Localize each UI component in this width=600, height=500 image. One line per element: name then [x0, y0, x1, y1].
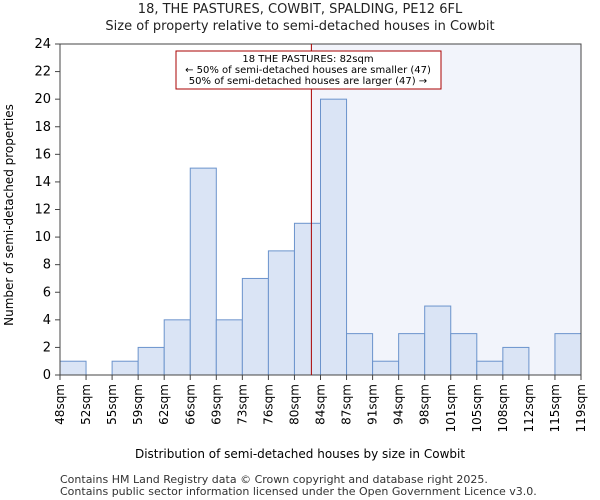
x-tick-label: 115sqm: [548, 384, 562, 432]
bar-115sqm: [554, 333, 582, 376]
x-tick-label: 119sqm: [574, 384, 588, 432]
y-tick-label: 18: [34, 120, 51, 135]
bar-108sqm: [502, 346, 530, 376]
x-tick-label: 59sqm: [131, 384, 145, 425]
footer-copyright: Contains HM Land Registry data © Crown c…: [60, 473, 488, 486]
bar-98sqm: [424, 305, 452, 376]
annotation-rect: [175, 50, 442, 90]
x-tick-label: 66sqm: [183, 384, 197, 425]
x-tick-label: 101sqm: [444, 384, 458, 432]
bar-80sqm: [293, 222, 322, 376]
y-tick-label: 8: [43, 258, 51, 273]
x-tick-label: 52sqm: [79, 384, 93, 425]
chart-subtitle: Size of property relative to semi-detach…: [105, 19, 495, 34]
y-tick-label: 14: [34, 175, 51, 190]
bar-84sqm: [320, 98, 348, 376]
bar-105sqm: [476, 360, 504, 376]
y-tick-label: 6: [43, 285, 51, 300]
x-tick-label: 98sqm: [418, 384, 432, 425]
bar-59sqm: [137, 346, 165, 376]
x-tick-label: 73sqm: [235, 384, 249, 425]
x-tick-label: 69sqm: [209, 384, 223, 425]
chart-title: 18, THE PASTURES, COWBIT, SPALDING, PE12…: [137, 2, 463, 17]
annotation-line-2: ← 50% of semi-detached houses are smalle…: [185, 65, 431, 76]
x-tick-label: 108sqm: [496, 384, 510, 432]
bar-76sqm: [267, 250, 295, 376]
x-tick-label: 112sqm: [522, 384, 536, 432]
bar-87sqm: [346, 333, 374, 376]
bar-62sqm: [163, 319, 191, 376]
x-tick-label: 87sqm: [340, 384, 354, 425]
y-tick-label: 4: [43, 313, 51, 328]
y-tick-label: 22: [34, 65, 51, 80]
x-axis: 48sqm 52sqm 55sqm 59sqm 62sqm 66sqm 69sqm 73sqm…: [53, 375, 588, 432]
bar-69sqm: [215, 319, 243, 376]
x-tick-label: 84sqm: [314, 384, 328, 425]
y-tick-label: 12: [34, 203, 51, 218]
x-tick-label: 80sqm: [287, 384, 301, 425]
x-tick-label: 62sqm: [157, 384, 171, 425]
y-tick-label: 2: [43, 340, 51, 355]
y-axis-label: Number of semi-detached properties: [2, 104, 16, 326]
bar-73sqm: [241, 277, 269, 376]
annotation-line-1: 18 THE PASTURES: 82sqm: [242, 54, 373, 65]
x-axis-label: Distribution of semi-detached houses by …: [135, 447, 465, 461]
y-tick-label: 24: [34, 37, 51, 52]
x-tick-label: 76sqm: [261, 384, 275, 425]
y-tick-label: 0: [43, 368, 51, 383]
annotation-line-3: 50% of semi-detached houses are larger (…: [189, 76, 427, 87]
x-tick-label: 105sqm: [470, 384, 484, 432]
bar-94sqm: [398, 333, 426, 376]
bars-group: [59, 98, 582, 376]
x-tick-label: 94sqm: [392, 384, 406, 425]
y-tick-label: 16: [34, 147, 51, 162]
x-tick-label: 48sqm: [53, 384, 67, 425]
footer-licence: Contains public sector information licen…: [60, 485, 537, 498]
bar-91sqm: [372, 360, 400, 376]
x-tick-label: 91sqm: [366, 384, 380, 425]
bar-66sqm: [189, 167, 217, 376]
y-tick-label: 10: [34, 230, 51, 245]
x-tick-label: 55sqm: [105, 384, 119, 425]
annotation-box: 18 THE PASTURES: 82sqm ← 50% of semi-det…: [175, 50, 442, 90]
bar-48sqm: [59, 360, 87, 376]
bar-55sqm: [111, 360, 139, 376]
y-tick-label: 20: [34, 92, 51, 107]
bar-101sqm: [450, 333, 478, 376]
